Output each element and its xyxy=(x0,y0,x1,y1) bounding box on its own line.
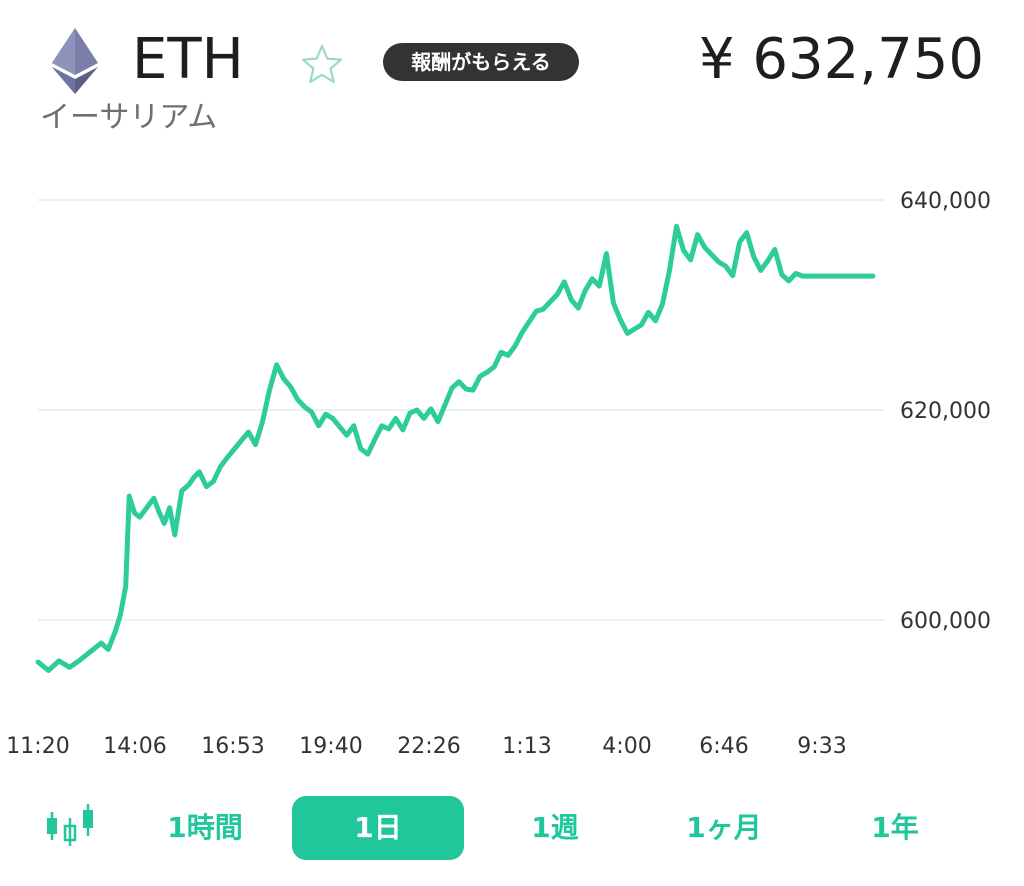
timeframe-tabs: 1時間 1日 1週 1ヶ月 1年 xyxy=(0,790,1024,866)
x-tick-label: 4:00 xyxy=(602,734,651,759)
y-tick-label: 620,000 xyxy=(900,399,991,424)
y-tick-label: 640,000 xyxy=(900,189,991,214)
price-line xyxy=(35,223,876,673)
x-tick-label: 6:46 xyxy=(699,734,748,759)
ethereum-logo-icon xyxy=(52,28,98,94)
x-tick-label: 11:20 xyxy=(6,734,69,759)
asset-header: ETH 報酬がもらえる ¥ 632,750 イーサリアム xyxy=(0,0,1024,150)
candlestick-icon[interactable] xyxy=(40,796,100,856)
asset-name: イーサリアム xyxy=(40,100,218,135)
current-price: ¥ 632,750 xyxy=(698,27,984,92)
price-chart-svg: 600,000 620,000 640,000 11:20 14:06 16:53 19:… xyxy=(6,189,991,759)
asset-symbol: ETH xyxy=(132,27,244,92)
tab-1-year[interactable]: 1年 xyxy=(871,811,919,844)
x-tick-label: 1:13 xyxy=(502,734,551,759)
tab-1-week[interactable]: 1週 xyxy=(531,811,579,844)
x-tick-label: 16:53 xyxy=(201,734,264,759)
reward-badge[interactable]: 報酬がもらえる xyxy=(383,43,579,81)
x-tick-label: 9:33 xyxy=(797,734,846,759)
x-tick-label: 14:06 xyxy=(103,734,166,759)
x-tick-label: 22:26 xyxy=(397,734,460,759)
tab-1-month[interactable]: 1ヶ月 xyxy=(686,811,762,844)
price-chart: 600,000 620,000 640,000 11:20 14:06 16:53 19:… xyxy=(0,150,1024,770)
y-tick-label: 600,000 xyxy=(900,609,991,634)
x-tick-label: 19:40 xyxy=(299,734,362,759)
star-outline-icon[interactable] xyxy=(298,40,346,88)
tab-1-hour[interactable]: 1時間 xyxy=(167,811,243,844)
tab-1-day[interactable]: 1日 xyxy=(292,796,464,860)
